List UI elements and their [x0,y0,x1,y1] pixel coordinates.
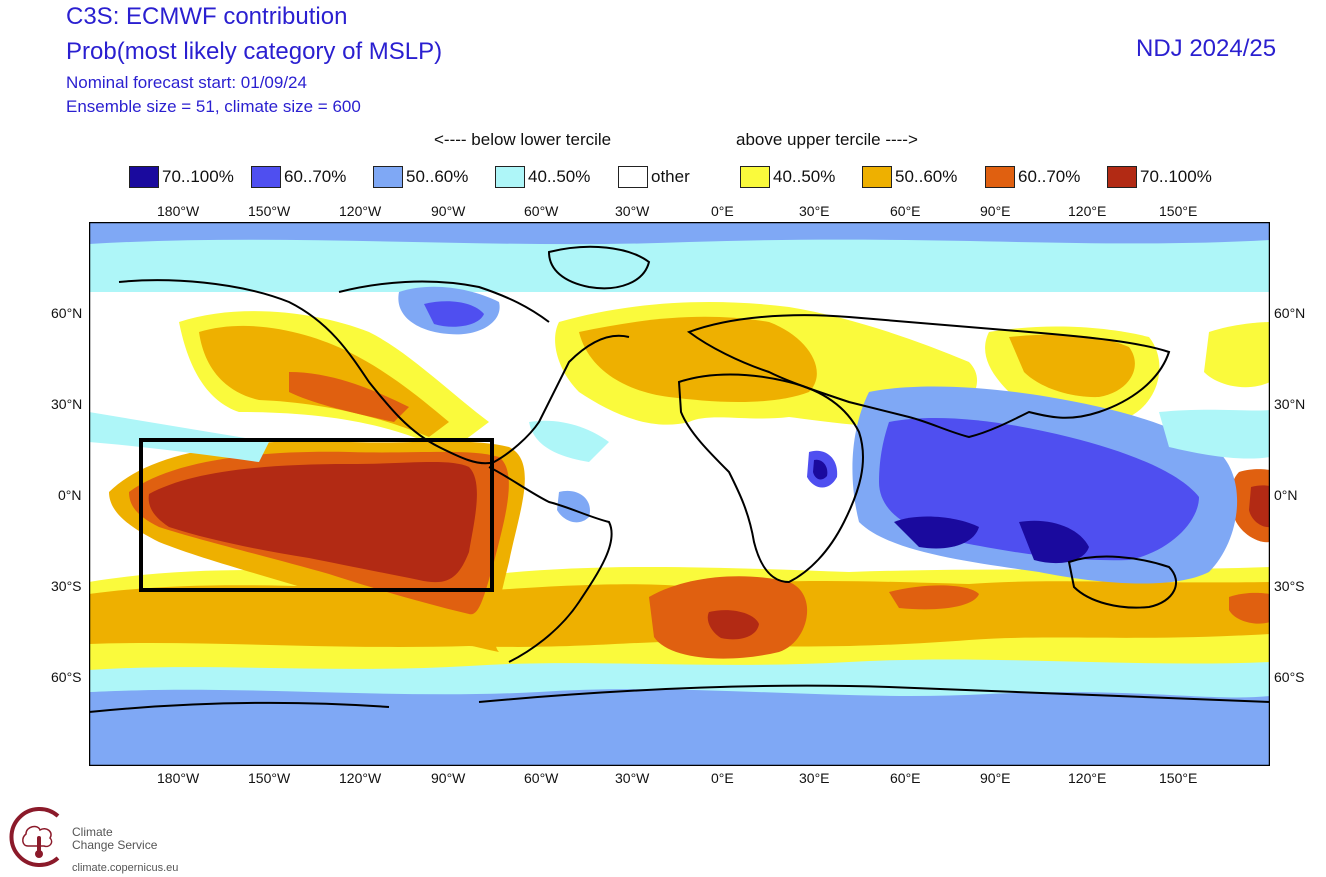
lat-tick-left: 30°S [51,578,82,594]
lon-tick-bottom: 150°E [1159,770,1198,786]
legend-swatch [618,166,648,188]
season-label: NDJ 2024/25 [1136,35,1277,62]
lon-tick-bottom: 90°W [431,770,466,786]
lon-tick-top: 30°W [615,203,650,219]
lon-tick-bottom: 180°W [157,770,200,786]
lon-tick-top: 30°E [799,203,830,219]
lat-tick-right: 0°N [1274,487,1298,503]
lon-tick-top: 60°W [524,203,559,219]
lon-tick-top: 60°E [890,203,921,219]
equatorial-pacific-positive [109,441,1270,652]
legend-item-above-40-50: 40..50% [740,165,835,189]
legend-swatch [985,166,1015,188]
legend-item-above-60-70: 60..70% [985,165,1080,189]
map-title: C3S: ECMWF contribution [66,3,348,30]
forecast-start: Nominal forecast start: 01/09/24 [66,73,307,92]
lon-tick-top: 150°W [248,203,291,219]
copernicus-logo [8,806,70,873]
lat-tick-left: 30°N [51,396,83,412]
lon-tick-top: 0°E [711,203,734,219]
legend-item-below-60-70: 60..70% [251,165,346,189]
lon-tick-bottom: 0°E [711,770,734,786]
above-tercile-label: above upper tercile ----> [736,130,918,149]
map-frame [89,222,1270,766]
legend-swatch [862,166,892,188]
map-subtitle: Prob(most likely category of MSLP) [66,38,443,65]
lat-tick-left: 60°N [51,305,83,321]
lon-tick-top: 150°E [1159,203,1198,219]
legend-swatch [740,166,770,188]
ensemble-info: Ensemble size = 51, climate size = 600 [66,97,361,116]
lon-tick-bottom: 150°W [248,770,291,786]
lon-tick-bottom: 60°E [890,770,921,786]
legend-label: 70..100% [162,167,234,186]
legend-swatch [495,166,525,188]
lon-tick-top: 90°W [431,203,466,219]
legend-swatch [251,166,281,188]
lon-tick-bottom: 120°W [339,770,382,786]
legend-label: 40..50% [773,167,836,186]
lon-tick-bottom: 90°E [980,770,1011,786]
legend-label: 60..70% [284,167,347,186]
lon-tick-bottom: 30°E [799,770,830,786]
coastlines [89,245,1270,713]
lat-tick-left: 60°S [51,669,82,685]
lat-tick-right: 60°N [1274,305,1306,321]
legend-item-above-70-100: 70..100% [1107,165,1212,189]
southern-yellow-belt [89,567,1270,670]
cyan-bands [89,409,1270,462]
logo-url: climate.copernicus.eu [72,862,179,874]
lon-tick-bottom: 60°W [524,770,559,786]
lon-tick-bottom: 120°E [1068,770,1107,786]
lon-tick-top: 120°E [1068,203,1107,219]
lon-tick-top: 90°E [980,203,1011,219]
lat-tick-left: 0°N [58,487,82,503]
legend-label: 40..50% [528,167,591,186]
lat-tick-right: 30°N [1274,396,1306,412]
lon-tick-top: 120°W [339,203,382,219]
logo-line-2: Change Service [72,838,158,852]
lon-tick-top: 180°W [157,203,200,219]
polar-bands [89,222,1270,766]
lon-tick-bottom: 30°W [615,770,650,786]
legend-item-above-50-60: 50..60% [862,165,957,189]
legend-swatch [373,166,403,188]
nino-region-box [139,438,494,592]
legend-item-other: other [618,165,690,189]
negative-anomaly-patches [398,286,1238,584]
lat-tick-right: 60°S [1274,669,1305,685]
legend-label: 70..100% [1140,167,1212,186]
legend-label: 60..70% [1018,167,1081,186]
legend-swatch [129,166,159,188]
legend-label: 50..60% [406,167,469,186]
legend-item-below-40-50: 40..50% [495,165,590,189]
lat-tick-right: 30°S [1274,578,1305,594]
legend-label: 50..60% [895,167,958,186]
north-pacific-positive [179,311,489,452]
logo-line-1: Climate [72,825,113,839]
below-tercile-label: <---- below lower tercile [434,130,612,149]
legend-item-below-70-100: 70..100% [129,165,234,189]
legend-swatch [1107,166,1137,188]
legend-label: other [651,167,690,186]
probability-map [89,222,1270,766]
copernicus-logo-icon [9,807,60,867]
legend-item-below-50-60: 50..60% [373,165,468,189]
